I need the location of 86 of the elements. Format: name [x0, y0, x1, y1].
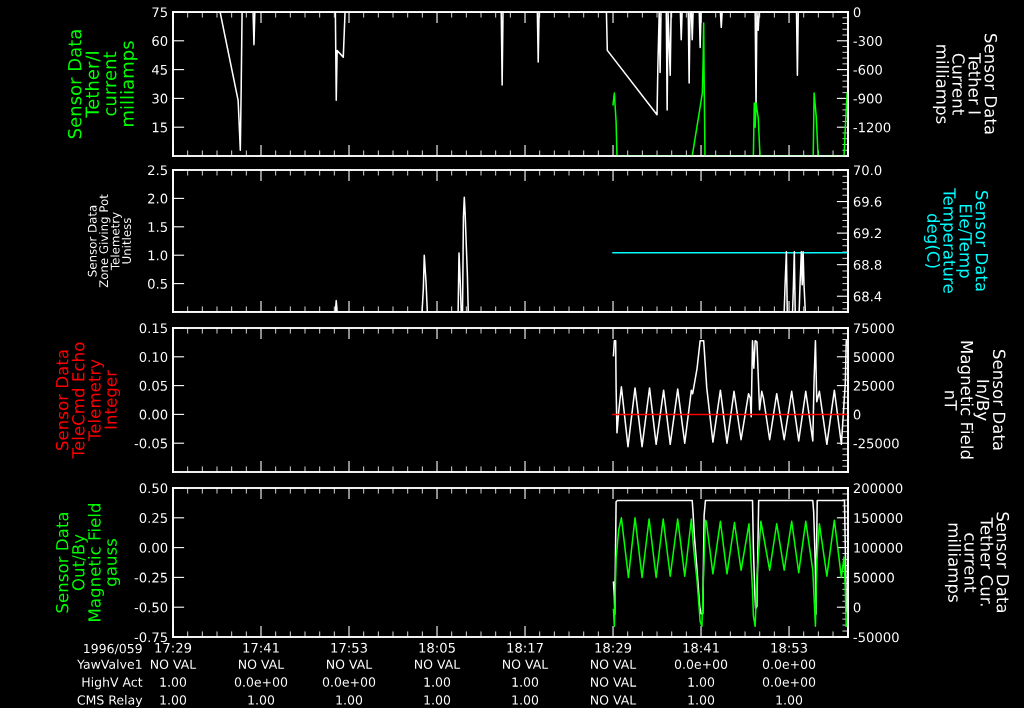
y2-tick-label: 150000: [854, 513, 903, 523]
x-tick-label: 18:53: [771, 642, 807, 653]
y2-axis-title: Sensor Data Ele/Temp Temperature deg(C): [923, 188, 989, 293]
y-axis-title: Sensor Data TeleCmd Echo Telemetry Integer: [55, 342, 121, 459]
text: 1.00: [160, 695, 187, 705]
y-tick-label: 0.00: [139, 409, 168, 420]
y-tick-label: 2.5: [148, 165, 167, 176]
text: 1.00: [248, 695, 275, 705]
text: 1.00: [776, 695, 803, 705]
y2-tick-label: -600: [853, 64, 882, 75]
y2-tick-label: 100000: [854, 542, 903, 553]
text: 1.00: [512, 677, 539, 687]
y-tick-label: 0.05: [139, 380, 167, 391]
y2-tick-label: 200000: [853, 483, 903, 494]
x-tick-label: 18:41: [683, 642, 719, 653]
y2-tick-label: -1200: [853, 122, 891, 133]
x-tick-label: 17:41: [243, 642, 279, 653]
text: 0.0e+00: [322, 677, 376, 687]
y-tick-label: 1.5: [148, 222, 167, 232]
y2-axis-title: Sensor Data In/By Magnetic Field nT: [944, 341, 1006, 459]
text: NO VAL: [151, 659, 197, 669]
x-tick-label: 18:17: [507, 642, 543, 653]
text: CMS Relay: [77, 695, 143, 708]
x-tick-label: 17:53: [331, 642, 367, 653]
text: 1.00: [160, 677, 187, 687]
y2-tick-label: 0: [853, 409, 861, 420]
y2-tick-label: 68.4: [853, 291, 882, 302]
text: NO VAL: [591, 695, 637, 705]
y-axis-title: Sensor Data Out/By Magnetic Field gauss: [55, 503, 121, 621]
y2-tick-label: -50000: [853, 632, 899, 643]
y2-tick-label: 50000: [853, 352, 894, 362]
y-tick-label: -0.50: [134, 602, 168, 613]
text: 1.00: [688, 695, 715, 705]
text: NO VAL: [591, 659, 637, 669]
y-tick-label: 45: [151, 64, 167, 75]
y2-tick-label: 75000: [853, 323, 894, 334]
y2-tick-label: -900: [853, 93, 882, 104]
y-tick-label: 0.5: [148, 278, 167, 289]
y-tick-label: 0.25: [139, 513, 167, 523]
y2-tick-label: 70.0: [853, 165, 882, 176]
y2-tick-label: 0: [853, 7, 861, 18]
y-tick-label: 0.00: [139, 542, 168, 553]
y2-axis-title: Sensor Data Tether I Current milliamps: [932, 33, 998, 134]
text: HighV Act: [82, 677, 143, 690]
y2-tick-label: 68.8: [853, 259, 882, 270]
text: 1.00: [512, 695, 539, 705]
y2-tick-label: 25000: [853, 380, 894, 391]
text: 1.00: [336, 695, 363, 705]
text: NO VAL: [327, 659, 373, 669]
y-tick-label: 75: [152, 7, 167, 18]
y-tick-label: 1.0: [148, 250, 168, 261]
y-tick-label: 2.0: [148, 193, 168, 204]
text: NO VAL: [503, 659, 549, 669]
y-axis-title: Sensor Data Tether/I current milliamps: [67, 30, 138, 139]
x-tick-label: 18:05: [419, 642, 455, 653]
text: 1.00: [424, 677, 451, 687]
text: YawValve1: [77, 659, 142, 669]
y2-tick-label: 50000: [853, 572, 894, 583]
y-tick-label: 0.10: [139, 352, 168, 362]
text: 0.0e+00: [674, 659, 728, 669]
x-axis-title: 1996/059: [84, 643, 142, 655]
y-tick-label: 60: [152, 36, 168, 46]
text: NO VAL: [239, 659, 285, 669]
y2-tick-label: 0: [853, 602, 861, 613]
text: 1.00: [424, 695, 451, 705]
y2-tick-label: 69.2: [853, 228, 881, 239]
text: 0.0e+00: [234, 677, 288, 687]
text: 1.00: [688, 677, 715, 687]
y-tick-label: 0.15: [139, 323, 167, 334]
y2-tick-label: 69.6: [853, 196, 882, 207]
y2-tick-label: -300: [853, 36, 882, 46]
y-axis-title: Sensor Data Zone Giving Pot Telemetry Unitless: [87, 194, 131, 288]
y2-tick-label: -25000: [853, 438, 899, 449]
text: 0.0e+00: [762, 677, 816, 687]
y-tick-label: 0.50: [139, 483, 168, 494]
x-tick-label: 17:29: [155, 642, 192, 653]
text: 0.0e+00: [762, 659, 816, 669]
y-tick-label: 15: [152, 122, 167, 133]
y-tick-label: -0.75: [134, 632, 167, 643]
y-tick-label: -0.25: [134, 572, 167, 583]
text: NO VAL: [415, 659, 461, 669]
y-tick-label: 30: [152, 93, 168, 104]
y2-axis-title: Sensor Data Tether Cur. current milliamps: [944, 512, 1010, 613]
text: NO VAL: [591, 677, 637, 687]
y-tick-label: -0.05: [134, 438, 167, 449]
x-tick-label: 18:29: [595, 642, 632, 653]
